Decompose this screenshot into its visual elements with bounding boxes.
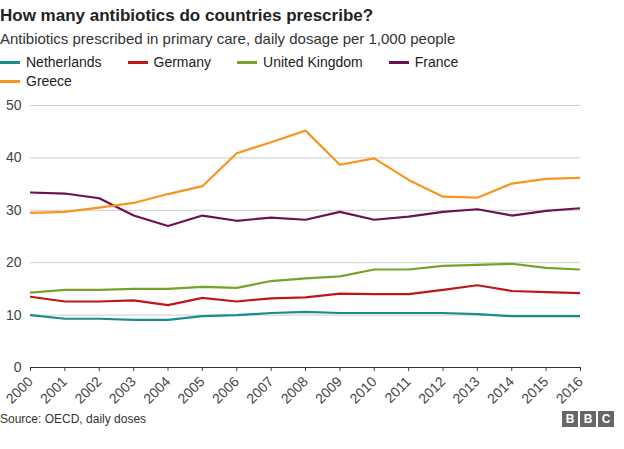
svg-text:2010: 2010 — [346, 373, 379, 406]
svg-text:2016: 2016 — [552, 373, 585, 406]
svg-text:0: 0 — [14, 359, 22, 375]
html-text:France: France — [414, 54, 459, 70]
svg-text:2015: 2015 — [518, 373, 551, 406]
svg-text:2009: 2009 — [312, 373, 345, 406]
html-text:C: C — [601, 412, 611, 426]
html-text:Source: OECD, daily doses: Source: OECD, daily doses — [0, 412, 147, 426]
svg-text:2008: 2008 — [277, 373, 310, 406]
html-text:Greece: Greece — [26, 73, 72, 89]
svg-text:20: 20 — [6, 254, 22, 270]
html-text:Antibiotics prescribed in prim: Antibiotics prescribed in primary care, … — [0, 30, 456, 47]
svg-text:30: 30 — [6, 202, 22, 218]
svg-text:2002: 2002 — [71, 373, 104, 406]
svg-text:10: 10 — [6, 307, 22, 323]
html-text:How many antibiotics do countr: How many antibiotics do countries prescr… — [0, 6, 374, 25]
svg-text:2013: 2013 — [449, 373, 482, 406]
svg-text:40: 40 — [6, 149, 22, 165]
html-text:United Kingdom: United Kingdom — [263, 54, 363, 70]
svg-text:2000: 2000 — [2, 373, 35, 406]
svg-text:2003: 2003 — [106, 373, 139, 406]
svg-text:2005: 2005 — [174, 373, 207, 406]
svg-text:2011: 2011 — [381, 373, 414, 406]
svg-text:2014: 2014 — [484, 373, 517, 406]
svg-text:2001: 2001 — [37, 373, 70, 406]
svg-text:2012: 2012 — [415, 373, 448, 406]
html-text:B: B — [583, 412, 593, 426]
html-text:Netherlands: Netherlands — [26, 54, 102, 70]
svg-text:2006: 2006 — [209, 373, 242, 406]
svg-text:50: 50 — [6, 97, 22, 113]
html-text:Germany: Germany — [153, 54, 212, 70]
svg-text:2007: 2007 — [243, 373, 276, 406]
html-text:B: B — [565, 412, 575, 426]
svg-text:2004: 2004 — [140, 373, 173, 406]
